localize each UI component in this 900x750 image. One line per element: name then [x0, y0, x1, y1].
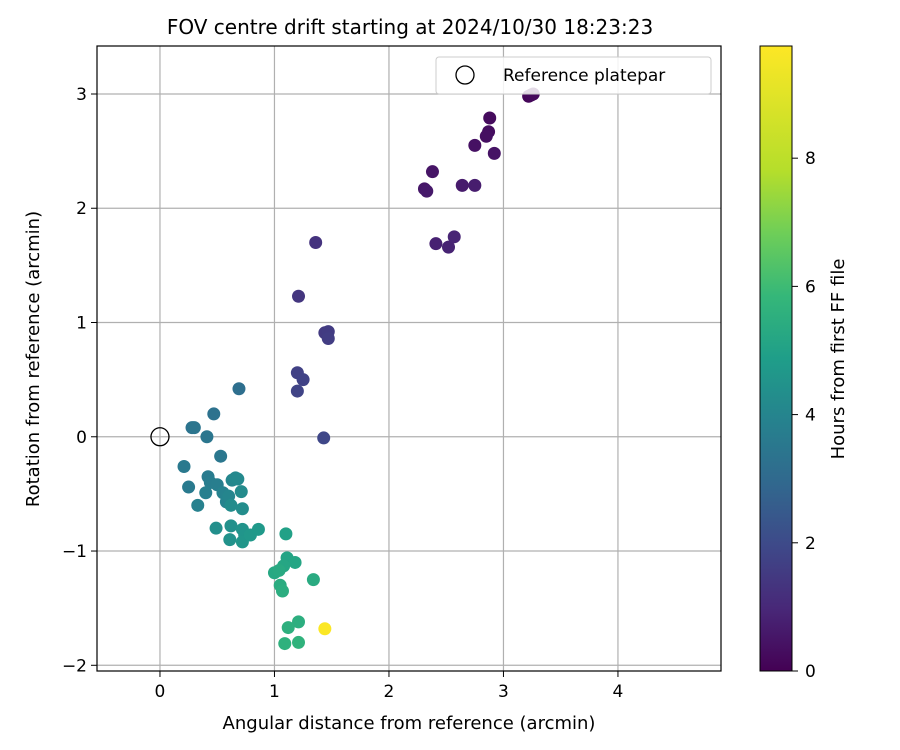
data-point [209, 521, 223, 535]
colorbar-tick-label: 4 [805, 406, 816, 426]
data-point [234, 485, 248, 499]
data-point [487, 146, 501, 160]
colorbar-ticks: 0 2 4 6 8 [792, 149, 816, 682]
data-point [182, 480, 196, 494]
data-point [279, 527, 293, 541]
y-tick-label: −2 [62, 656, 87, 676]
colorbar-tick-label: 2 [805, 534, 816, 554]
x-tick-label: 4 [613, 682, 624, 702]
data-point [281, 621, 295, 635]
colorbar-tick-label: 8 [805, 149, 816, 169]
data-point [207, 407, 221, 421]
data-point [288, 555, 302, 569]
scatter-points [177, 87, 540, 651]
y-tick-label: 2 [76, 199, 87, 219]
data-point [235, 502, 249, 516]
colorbar-tick-label: 0 [805, 662, 816, 682]
data-point [199, 486, 213, 500]
data-point [232, 382, 246, 396]
data-point [214, 449, 228, 463]
data-point [425, 165, 439, 179]
data-point [191, 498, 205, 512]
plot-frame [96, 45, 722, 672]
data-point [224, 498, 238, 512]
data-point [290, 384, 304, 398]
data-point [224, 519, 238, 533]
y-tick-label: 1 [76, 314, 87, 334]
data-point [468, 178, 482, 192]
data-point [429, 237, 443, 251]
data-point [479, 129, 493, 143]
data-point [275, 584, 289, 598]
data-point [468, 138, 482, 152]
y-axis-label: Rotation from reference (arcmin) [23, 211, 44, 507]
y-axis-ticks: −2 −1 0 1 2 3 [62, 85, 97, 676]
data-point [317, 431, 331, 445]
x-tick-label: 3 [498, 682, 509, 702]
data-point [447, 230, 461, 244]
data-point [306, 573, 320, 587]
x-tick-label: 1 [269, 682, 280, 702]
y-tick-label: 0 [76, 428, 87, 448]
data-point [272, 563, 286, 577]
data-point [231, 472, 245, 486]
data-point [200, 430, 214, 444]
data-point [292, 635, 306, 649]
y-tick-label: −1 [62, 542, 87, 562]
legend-box [435, 56, 712, 95]
colorbar [759, 45, 793, 672]
legend: Reference platepar [435, 56, 712, 95]
chart-title: FOV centre drift starting at 2024/10/30 … [167, 15, 653, 39]
data-point [296, 373, 310, 387]
data-point [321, 332, 335, 346]
data-point [292, 615, 306, 629]
data-point [251, 522, 265, 536]
data-point [278, 637, 292, 651]
x-axis-label: Angular distance from reference (arcmin) [223, 713, 596, 734]
x-axis-ticks: 0 1 2 3 4 [155, 671, 624, 702]
colorbar-label: Hours from first FF file [828, 259, 849, 460]
grid-lines [97, 46, 721, 671]
y-tick-label: 3 [76, 85, 87, 105]
x-tick-label: 0 [155, 682, 166, 702]
x-tick-label: 2 [384, 682, 395, 702]
colorbar-tick-label: 6 [805, 277, 816, 297]
reference-marker [150, 427, 170, 447]
data-point [309, 236, 323, 250]
legend-marker [455, 65, 475, 85]
data-point [177, 459, 191, 473]
data-point [292, 289, 306, 303]
data-point [442, 240, 456, 254]
data-point [223, 533, 237, 547]
data-point [420, 184, 434, 198]
legend-label: Reference platepar [503, 66, 665, 86]
data-point [187, 421, 201, 435]
data-point [483, 111, 497, 125]
data-point [318, 622, 332, 636]
data-point [455, 178, 469, 192]
